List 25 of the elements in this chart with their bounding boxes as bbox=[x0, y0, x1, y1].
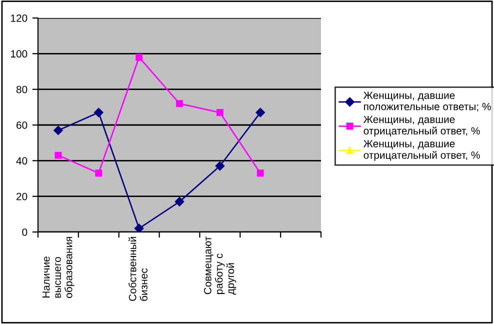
x-tick-label: Наличие высшего образования bbox=[42, 237, 74, 298]
point bbox=[134, 224, 144, 232]
point bbox=[95, 170, 102, 177]
point bbox=[215, 161, 225, 171]
y-tick-label: 100 bbox=[11, 50, 28, 58]
y-tick-label: 60 bbox=[16, 122, 28, 129]
y-tick-label: 0 bbox=[22, 228, 28, 236]
legend-label: Женщины, давшие отрицательный ответ, % bbox=[363, 140, 480, 161]
point bbox=[94, 108, 104, 118]
point bbox=[176, 100, 183, 108]
point bbox=[256, 170, 264, 177]
y-tick-label: 40 bbox=[16, 157, 28, 165]
point bbox=[256, 108, 265, 118]
y-tick-label: 20 bbox=[16, 192, 28, 200]
legend-label: Женщины, давшие отрицательный ответ, % bbox=[363, 116, 480, 137]
point bbox=[54, 126, 63, 135]
x-tick-label: Собственный бизнес bbox=[128, 237, 148, 301]
point bbox=[54, 152, 62, 159]
point bbox=[216, 109, 224, 116]
legend-label: Женщины, давшие положительные ответы; % bbox=[363, 92, 491, 112]
point bbox=[174, 197, 184, 206]
x-tick-label: Совмещают работу с другой bbox=[204, 236, 236, 295]
y-tick-label: 80 bbox=[16, 86, 28, 94]
point bbox=[136, 54, 143, 61]
y-tick-label: 120 bbox=[11, 14, 28, 22]
